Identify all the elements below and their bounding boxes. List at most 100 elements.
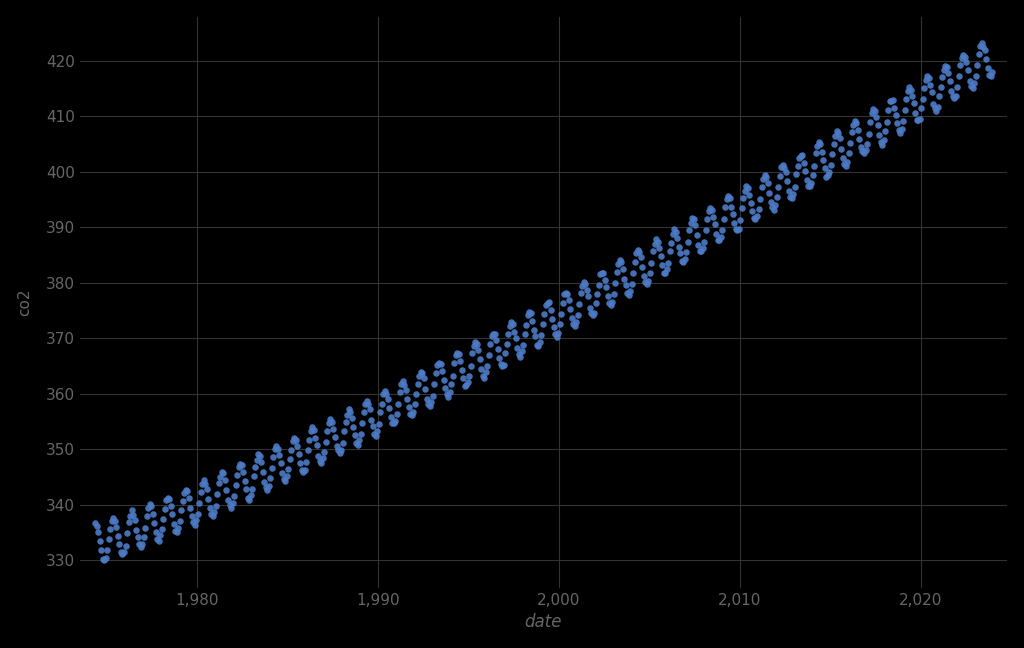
Point xyxy=(902,85,919,95)
Point xyxy=(406,407,422,417)
Point xyxy=(757,170,773,180)
Point xyxy=(907,108,924,119)
Point xyxy=(495,361,511,371)
Point xyxy=(522,308,539,318)
Point xyxy=(726,218,742,228)
Point xyxy=(583,307,599,318)
Point xyxy=(613,257,630,268)
Point xyxy=(814,146,830,157)
Point xyxy=(99,545,116,555)
Point xyxy=(311,456,328,467)
Point xyxy=(218,485,234,496)
Point xyxy=(793,150,809,161)
Point xyxy=(97,552,114,562)
Point xyxy=(397,384,414,395)
Point xyxy=(754,182,770,192)
Point xyxy=(327,432,343,442)
Point xyxy=(479,361,496,371)
Point xyxy=(173,505,189,516)
Point xyxy=(694,243,711,253)
Point xyxy=(666,224,682,235)
Point xyxy=(502,321,518,331)
Point xyxy=(440,392,457,402)
Point xyxy=(520,310,537,320)
Point xyxy=(297,465,313,475)
Point xyxy=(806,161,822,171)
Point xyxy=(700,206,717,216)
Point xyxy=(177,485,194,495)
Point xyxy=(933,82,949,93)
Point xyxy=(92,535,109,546)
Point xyxy=(388,409,404,419)
Point xyxy=(610,259,627,270)
Point xyxy=(205,511,221,521)
Point xyxy=(93,545,110,555)
Point xyxy=(837,159,853,169)
Point xyxy=(467,337,483,347)
Point xyxy=(645,246,662,256)
Point xyxy=(188,515,205,526)
Point xyxy=(279,471,295,481)
Point xyxy=(282,454,298,464)
Point xyxy=(352,428,369,439)
Point xyxy=(854,146,870,157)
Point xyxy=(892,128,908,138)
Point xyxy=(412,371,428,381)
Point xyxy=(429,360,445,371)
Point xyxy=(366,429,382,439)
Point xyxy=(866,106,883,116)
Point xyxy=(952,60,969,70)
Point xyxy=(319,426,336,436)
Point xyxy=(736,186,753,196)
Point xyxy=(346,430,362,441)
Point xyxy=(512,352,528,362)
Point xyxy=(508,332,524,343)
Point xyxy=(790,161,806,171)
Point xyxy=(725,209,741,219)
Point xyxy=(497,348,513,358)
Point xyxy=(326,423,342,434)
Point xyxy=(969,60,985,71)
Point xyxy=(831,132,848,143)
Point xyxy=(637,277,653,287)
Point xyxy=(925,98,941,109)
Point xyxy=(765,205,781,215)
Point xyxy=(934,71,950,82)
Point xyxy=(856,148,872,159)
Point xyxy=(966,78,982,88)
Point xyxy=(492,353,508,364)
Point xyxy=(212,472,228,483)
Point xyxy=(330,445,346,456)
Point xyxy=(568,317,585,327)
Point xyxy=(281,464,297,474)
Point xyxy=(230,462,247,472)
Point xyxy=(263,463,280,474)
Point xyxy=(630,244,646,255)
Point xyxy=(780,185,797,196)
Point xyxy=(102,524,119,535)
Point xyxy=(703,205,720,215)
Point xyxy=(948,91,965,102)
Point xyxy=(468,340,484,350)
Point xyxy=(888,110,904,121)
Point xyxy=(711,235,727,245)
Point xyxy=(723,202,739,212)
Point xyxy=(224,498,241,508)
Point xyxy=(425,391,441,401)
Point xyxy=(438,389,455,399)
Point xyxy=(682,218,698,228)
Point xyxy=(118,540,134,551)
Point xyxy=(138,511,155,521)
Point xyxy=(943,86,959,96)
Point xyxy=(872,137,889,147)
Point xyxy=(541,297,557,308)
Point xyxy=(249,454,265,465)
Point xyxy=(851,133,867,144)
Point xyxy=(374,399,390,409)
Point xyxy=(105,513,122,523)
Point xyxy=(137,522,154,533)
Point xyxy=(234,467,251,478)
Point xyxy=(329,441,345,451)
Point xyxy=(770,181,786,192)
Point xyxy=(399,394,416,404)
